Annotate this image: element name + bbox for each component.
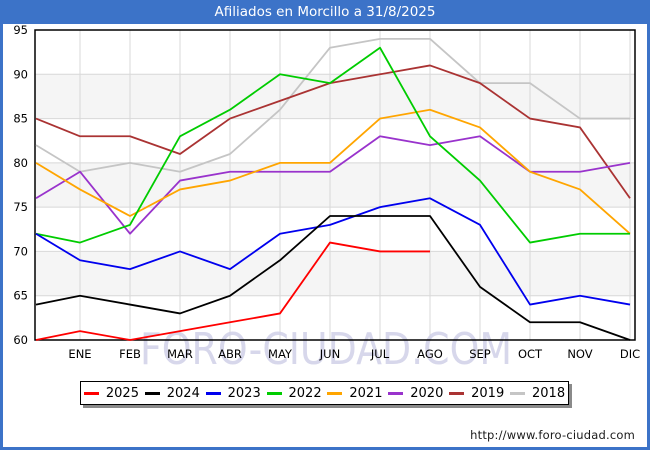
series-line-2025 <box>35 241 430 341</box>
y-tick-label: 60 <box>13 333 28 347</box>
legend-label: 2018 <box>532 385 566 401</box>
watermark: FORO-CIUDAD.COM <box>140 324 512 375</box>
legend-swatch-2025 <box>83 391 99 395</box>
chart-title: Afiliados en Morcillo a 31/8/2025 <box>0 0 650 24</box>
legend-label: 2021 <box>349 385 383 401</box>
legend-item-2020: 2020 <box>388 386 443 401</box>
x-tick-label: OCT <box>518 347 543 361</box>
y-tick-label: 85 <box>13 112 28 126</box>
x-tick-label: ABR <box>218 347 242 361</box>
series-line-2024 <box>35 215 631 341</box>
x-tick-label: MAY <box>268 347 293 361</box>
legend-label: 2023 <box>227 385 261 401</box>
plot-band <box>35 162 635 208</box>
legend-swatch-2021 <box>327 391 343 395</box>
legend-swatch-2022 <box>266 391 282 395</box>
series-line-2023 <box>35 197 631 306</box>
legend-swatch-2023 <box>205 391 221 395</box>
x-tick-label: FEB <box>119 347 141 361</box>
plot-band <box>35 251 635 296</box>
legend-swatch-2019 <box>449 391 465 395</box>
legend-item-2023: 2023 <box>205 385 261 401</box>
legend-item-2018: 2018 <box>510 386 565 401</box>
x-tick-label: SEP <box>469 347 491 361</box>
series-line-2021 <box>35 108 631 235</box>
plot-border <box>34 29 636 341</box>
legend-label: 2024 <box>166 385 200 401</box>
legend-swatch-2024 <box>144 391 160 395</box>
legend-item-2021: 2021 <box>327 386 382 401</box>
y-tick-label: 75 <box>13 200 28 214</box>
chart-legend: 2025 2024 2023 2022 2021 2020 2019 2018 <box>80 381 569 405</box>
y-tick-label: 90 <box>13 67 28 81</box>
footer-url: http://www.foro-ciudad.com <box>470 428 635 442</box>
legend-item-2025: 2025 <box>83 385 139 401</box>
y-tick-label: 65 <box>13 289 28 303</box>
x-tick-label: AGO <box>417 347 443 361</box>
legend-swatch-2018 <box>510 391 526 395</box>
y-tick-label: 70 <box>13 244 28 258</box>
legend-item-2024: 2024 <box>144 385 200 401</box>
legend-label: 2022 <box>288 385 322 401</box>
legend-swatch-2020 <box>388 391 404 395</box>
y-tick-label: 95 <box>13 23 28 37</box>
legend-label: 2019 <box>471 385 505 401</box>
x-tick-label: NOV <box>567 347 592 361</box>
plot-band <box>35 74 635 119</box>
x-tick-label: JUN <box>319 347 340 361</box>
x-tick-label: ENE <box>68 347 91 361</box>
x-tick-label: MAR <box>167 347 193 361</box>
x-tick-label: JUL <box>370 347 390 361</box>
y-tick-label: 80 <box>13 156 28 170</box>
legend-label: 2025 <box>105 385 139 401</box>
legend-label: 2020 <box>410 385 444 401</box>
series-line-2022 <box>35 46 630 244</box>
x-tick-label: DIC <box>620 347 640 361</box>
series-line-2018 <box>35 37 630 173</box>
legend-item-2022: 2022 <box>266 385 322 401</box>
legend-item-2019: 2019 <box>449 386 504 401</box>
